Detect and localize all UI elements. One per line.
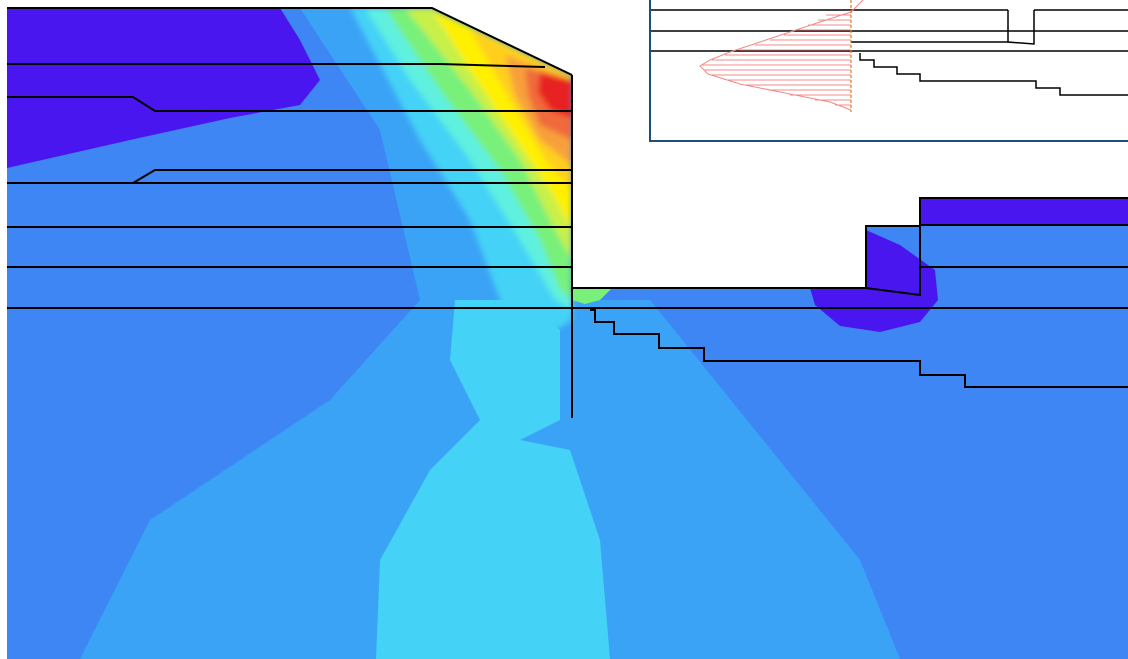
inset-pressure-curve — [699, 0, 864, 111]
inset-step-line — [859, 53, 1128, 96]
soil-layer-1 — [7, 63, 546, 68]
soil-layers — [7, 63, 1128, 309]
right-block — [865, 226, 921, 297]
inset-block — [1007, 10, 1035, 45]
soil-layer-3 — [132, 169, 572, 184]
contour-band-violet-top-right — [920, 198, 1128, 225]
structure-outline — [7, 7, 1128, 418]
inset-lines — [651, 9, 1128, 96]
contour-band-violet-top-left — [7, 8, 320, 168]
contour-band-violet-right — [810, 230, 938, 332]
anchor-step-line — [590, 309, 1128, 388]
ground-surface-left — [7, 7, 573, 76]
contour-spot-toe — [572, 288, 612, 304]
inset-panel — [649, 0, 1128, 142]
contour-band-light-blue — [376, 300, 610, 659]
inset-pressure-diagram — [699, 0, 864, 112]
soil-layer-2 — [7, 96, 572, 112]
excavation-bottom — [572, 197, 1128, 289]
inset-hatch — [702, 14, 851, 106]
